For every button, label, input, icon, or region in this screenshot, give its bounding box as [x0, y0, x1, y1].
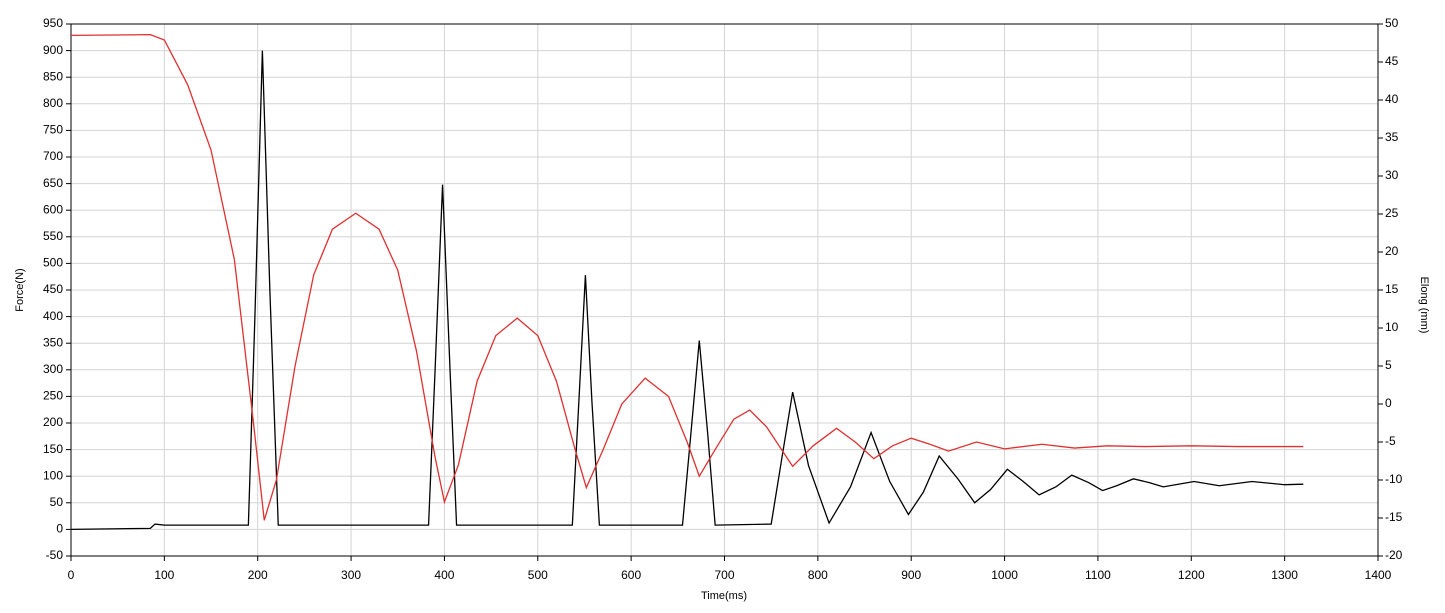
- y-tick-label: 100: [43, 468, 63, 482]
- x-tick-label: 1100: [1085, 568, 1111, 582]
- y-tick-label: 600: [43, 202, 63, 216]
- x-tick-label: 200: [248, 568, 268, 582]
- series-line: [70, 50, 1304, 531]
- y2-tick-label: 25: [1385, 206, 1399, 220]
- y-tick-label: 500: [43, 256, 63, 270]
- y2-tick-label: 20: [1385, 244, 1399, 258]
- y2-tick-label: 50: [1385, 16, 1399, 30]
- y-tick-label: 750: [43, 123, 63, 137]
- y-tick-label: 300: [43, 362, 63, 376]
- y-tick-label: 250: [43, 389, 63, 403]
- y-tick-label: 200: [43, 415, 63, 429]
- y-tick-label: 0: [56, 522, 63, 536]
- plot-border: [70, 23, 1379, 557]
- y-axis-label: Force(N): [14, 268, 26, 311]
- y-tick-label: 550: [43, 229, 63, 243]
- x-tick-label: 1200: [1178, 568, 1205, 582]
- x-tick-label: 500: [528, 568, 548, 582]
- y-tick-label: 450: [43, 282, 63, 296]
- y-tick-label: 950: [43, 16, 63, 30]
- y-tick-label: 800: [43, 96, 63, 110]
- y-tick-label: 350: [43, 335, 63, 349]
- y2-tick-label: -10: [1385, 472, 1403, 486]
- y-tick-label: 850: [43, 69, 63, 83]
- x-tick-label: 100: [154, 568, 174, 582]
- y2-tick-label: 0: [1385, 396, 1392, 410]
- x-tick-label: 1400: [1365, 568, 1392, 582]
- y2-tick-label: -5: [1385, 434, 1396, 448]
- y2-tick-label: 10: [1385, 320, 1399, 334]
- y2-tick-label: 30: [1385, 168, 1399, 182]
- y2-axis-label: Elong (mm): [1418, 277, 1430, 334]
- x-tick-label: 1300: [1271, 568, 1298, 582]
- y2-tick-label: -15: [1385, 510, 1403, 524]
- x-tick-label: 900: [901, 568, 921, 582]
- y-tick-label: 150: [43, 442, 63, 456]
- series-line: [70, 33, 1304, 521]
- x-tick-label: 0: [68, 568, 75, 582]
- x-tick-label: 800: [808, 568, 828, 582]
- y-tick-label: 50: [50, 495, 64, 509]
- y-tick-label: 900: [43, 43, 63, 57]
- y-tick-label: 700: [43, 149, 63, 163]
- y2-tick-label: 40: [1385, 92, 1399, 106]
- y2-tick-label: 15: [1385, 282, 1399, 296]
- y-tick-label: -50: [46, 548, 64, 562]
- x-tick-label: 300: [341, 568, 361, 582]
- y-tick-label: 650: [43, 176, 63, 190]
- x-tick-label: 1000: [991, 568, 1018, 582]
- x-axis-label: Time(ms): [701, 590, 747, 602]
- x-tick-label: 400: [434, 568, 454, 582]
- y-tick-label: 400: [43, 309, 63, 323]
- y2-tick-label: -20: [1385, 548, 1403, 562]
- x-tick-label: 700: [714, 568, 734, 582]
- y2-tick-label: 5: [1385, 358, 1392, 372]
- y2-tick-label: 35: [1385, 130, 1399, 144]
- y2-tick-label: 45: [1385, 54, 1399, 68]
- x-tick-label: 600: [621, 568, 641, 582]
